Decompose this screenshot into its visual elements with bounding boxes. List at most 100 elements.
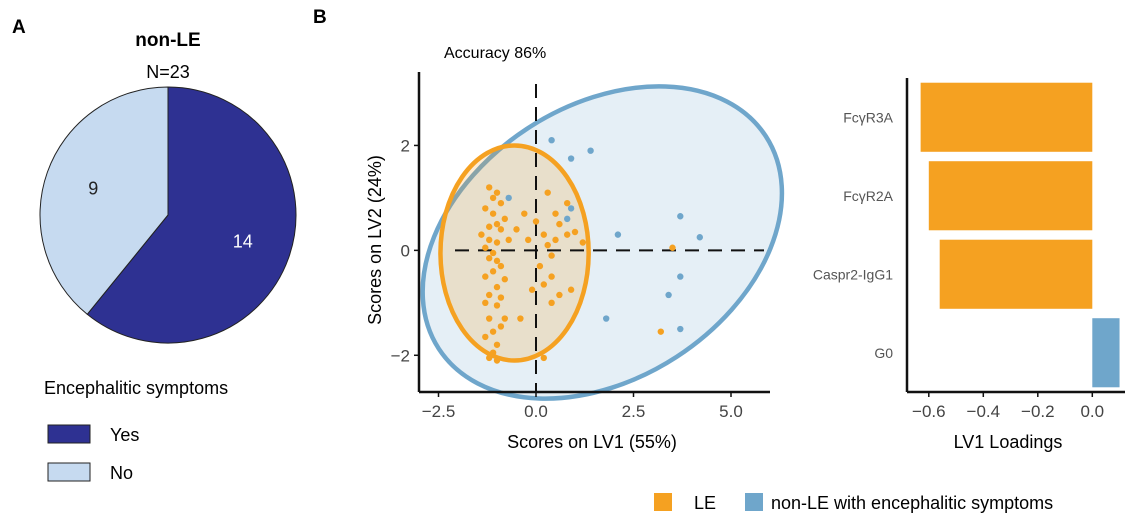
loading-bar-label: Caspr2-IgG1 bbox=[813, 266, 893, 282]
pie-slice-label: 9 bbox=[88, 178, 98, 198]
pie-legend-label-no: No bbox=[110, 463, 133, 483]
scatter-point-non-le bbox=[587, 147, 594, 154]
legend-swatch-le bbox=[654, 493, 672, 511]
scatter-point-le bbox=[482, 299, 489, 307]
pie-slice-label: 14 bbox=[233, 232, 253, 252]
pie-chart: 14 9 bbox=[39, 86, 297, 344]
scatter-point-le bbox=[544, 241, 551, 249]
scatter-point-le bbox=[482, 333, 489, 341]
bar-x-tick-label: −0.4 bbox=[967, 402, 1001, 421]
scatter-point-le bbox=[501, 315, 508, 322]
scatter-x-tick-label: 0.0 bbox=[524, 402, 548, 421]
scatter-point-le bbox=[525, 236, 532, 244]
scatter-point-le bbox=[513, 226, 520, 233]
bar-x-tick-label: −0.6 bbox=[912, 402, 946, 421]
scatter-point-non-le bbox=[677, 273, 684, 280]
panel-a-letter: A bbox=[12, 17, 26, 38]
scatter-point-le bbox=[486, 315, 493, 322]
scatter-point-le bbox=[552, 210, 559, 217]
loadings-bar-chart: FcγR3A FcγR2A Caspr2-IgG1 G0 −0.6 −0.4 −0.2 0.0 bbox=[813, 78, 1125, 421]
scatter-x-tick-label: 2.5 bbox=[622, 402, 646, 421]
bar-x-axis-label: LV1 Loadings bbox=[954, 432, 1063, 452]
scatter-point-non-le bbox=[567, 155, 575, 162]
legend-label-non-le: non-LE with encephalitic symptoms bbox=[771, 493, 1053, 513]
scatter-point-le bbox=[536, 262, 544, 270]
scatter-plot: −2.5 0.0 2.5 5.0 −2 0 2 bbox=[391, 72, 785, 421]
scatter-point-le bbox=[548, 299, 555, 307]
legend-swatch-non-le bbox=[745, 493, 763, 511]
pie-legend-swatch-no bbox=[47, 462, 91, 482]
scatter-point-le bbox=[497, 294, 505, 301]
scatter-point-le bbox=[544, 189, 551, 196]
scatter-point-le bbox=[552, 236, 559, 244]
pie-subtitle: N=23 bbox=[146, 62, 190, 82]
legend-label-le: LE bbox=[694, 493, 716, 513]
scatter-point-le bbox=[497, 199, 505, 207]
scatter-point-le bbox=[482, 244, 489, 251]
scatter-point-le bbox=[486, 184, 493, 191]
bar-x-tick-label: 0.0 bbox=[1080, 402, 1104, 421]
scatter-point-le bbox=[579, 239, 586, 246]
scatter-y-axis-label: Scores on LV2 (24%) bbox=[365, 155, 385, 325]
scatter-point-le bbox=[497, 262, 505, 270]
scatter-point-le bbox=[489, 349, 497, 356]
scatter-point-le bbox=[556, 291, 563, 299]
scatter-point-le bbox=[540, 231, 547, 238]
scatter-point-non-le bbox=[567, 205, 575, 212]
scatter-point-non-le bbox=[505, 194, 512, 202]
scatter-point-le bbox=[540, 281, 547, 288]
loading-bar-label: FcγR2A bbox=[843, 188, 893, 204]
pie-slice-no bbox=[39, 86, 169, 315]
loading-bar-label: FcγR3A bbox=[843, 109, 893, 125]
scatter-point-le bbox=[486, 236, 493, 244]
confidence-ellipse-non-le bbox=[420, 84, 785, 401]
confidence-ellipse-le bbox=[438, 143, 591, 363]
scatter-x-tick-label: 5.0 bbox=[719, 402, 743, 421]
loading-bar bbox=[939, 239, 1093, 309]
scatter-y-tick-label: 0 bbox=[401, 241, 410, 260]
scatter-point-le bbox=[489, 268, 497, 275]
scatter-point-non-le bbox=[677, 325, 684, 333]
scatter-point-le bbox=[548, 273, 555, 280]
scatter-point-le bbox=[567, 286, 575, 293]
scatter-point-le bbox=[493, 357, 501, 364]
scatter-point-le bbox=[478, 231, 485, 238]
scatter-point-non-le bbox=[548, 136, 555, 144]
scatter-point-le bbox=[486, 291, 493, 299]
scatter-y-tick-label: −2 bbox=[391, 346, 410, 365]
pie-title: non-LE bbox=[135, 30, 200, 51]
scatter-point-le bbox=[505, 236, 512, 244]
scatter-point-le bbox=[497, 226, 505, 233]
scatter-point-non-le bbox=[677, 213, 684, 220]
scatter-point-le bbox=[493, 341, 501, 348]
scatter-point-le bbox=[493, 239, 501, 246]
pie-legend-label-yes: Yes bbox=[110, 425, 139, 445]
scatter-point-le bbox=[489, 328, 497, 335]
scatter-point-le bbox=[517, 315, 524, 322]
scatter-point-non-le bbox=[614, 231, 622, 238]
pie-legend-title: Encephalitic symptoms bbox=[44, 378, 228, 398]
scatter-point-le bbox=[493, 189, 501, 196]
pie-legend-swatch-yes bbox=[47, 424, 91, 444]
scatter-point-le bbox=[528, 286, 536, 293]
scatter-point-le bbox=[540, 354, 547, 362]
scatter-point-le bbox=[571, 228, 579, 236]
loading-bar bbox=[920, 82, 1093, 152]
scatter-point-le bbox=[486, 354, 493, 362]
scatter-point-le bbox=[493, 283, 501, 291]
accuracy-annotation: Accuracy 86% bbox=[444, 45, 546, 62]
scatter-point-le bbox=[486, 255, 493, 262]
scatter-point-le bbox=[493, 220, 501, 228]
scatter-point-le bbox=[489, 210, 497, 217]
scatter-point-non-le bbox=[665, 291, 672, 299]
scatter-point-le bbox=[657, 328, 664, 335]
scatter-x-axis-label: Scores on LV1 (55%) bbox=[507, 432, 677, 452]
scatter-point-le bbox=[482, 205, 489, 212]
loading-bar bbox=[1092, 318, 1120, 388]
scatter-point-le bbox=[521, 210, 528, 217]
loading-bar bbox=[928, 161, 1093, 231]
scatter-point-le bbox=[532, 218, 540, 225]
scatter-x-tick-label: −2.5 bbox=[422, 402, 456, 421]
scatter-point-le bbox=[669, 244, 676, 251]
